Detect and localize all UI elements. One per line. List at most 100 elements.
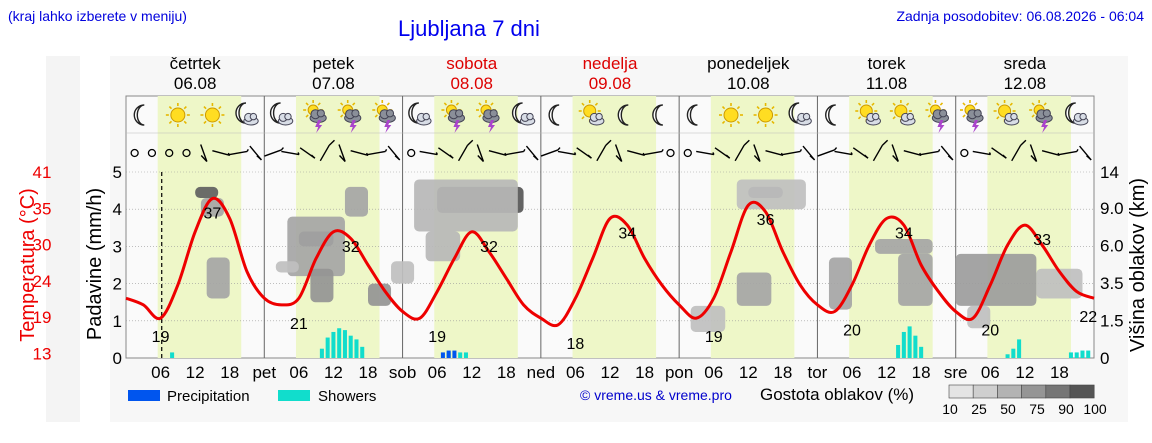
showers-legend-swatch bbox=[278, 390, 310, 401]
wind-barb-icon bbox=[972, 150, 992, 156]
cloud-density-tick: 75 bbox=[1029, 401, 1045, 417]
wind-barb-icon bbox=[350, 149, 369, 157]
day-name: četrtek bbox=[170, 54, 222, 73]
x-hour-label: 18 bbox=[1050, 363, 1069, 382]
wind-barb-icon bbox=[281, 150, 300, 156]
wind-barb-icon bbox=[991, 147, 1007, 159]
day-date: 08.08 bbox=[450, 74, 493, 93]
storm-icon bbox=[960, 100, 984, 133]
wind-barb-icon bbox=[782, 149, 803, 156]
wind-barb-icon bbox=[488, 149, 507, 157]
cloud-moon-icon bbox=[408, 102, 432, 126]
cloud-sun-icon bbox=[993, 100, 1020, 126]
cloud-axis-title: Višina oblakov (km) bbox=[1127, 178, 1149, 352]
x-hour-label: 18 bbox=[773, 363, 792, 382]
x-hour-label: 06 bbox=[566, 363, 585, 382]
temperature-label: 19 bbox=[428, 329, 446, 346]
cloud-blob bbox=[967, 305, 991, 329]
wind-barb-icon bbox=[872, 139, 889, 162]
storm-icon bbox=[925, 100, 950, 133]
storm-icon bbox=[1029, 100, 1053, 133]
temperature-tick-label: 30 bbox=[33, 236, 52, 255]
temperature-label: 33 bbox=[1033, 232, 1051, 249]
storm-icon bbox=[372, 100, 396, 133]
precip-tick-label: 2 bbox=[113, 275, 122, 294]
wind-barb-icon bbox=[338, 144, 346, 162]
wind-barb-icon bbox=[525, 145, 539, 161]
day-name: sobota bbox=[446, 54, 498, 73]
wind-barb-icon bbox=[576, 147, 592, 159]
wind-barb-icon bbox=[714, 147, 731, 159]
x-day-label: sob bbox=[389, 363, 416, 382]
day-date: 12.08 bbox=[1004, 74, 1047, 93]
temperature-label: 20 bbox=[981, 323, 999, 340]
x-hour-label: 12 bbox=[739, 363, 758, 382]
temperature-label: 20 bbox=[843, 323, 861, 340]
wind-barb-icon bbox=[264, 147, 284, 157]
shower-bar bbox=[1068, 352, 1073, 358]
x-hour-label: 18 bbox=[912, 363, 931, 382]
cloud-blob bbox=[275, 261, 299, 273]
wind-barb-icon bbox=[765, 149, 784, 157]
shower-bar bbox=[337, 328, 342, 358]
wind-barb-icon bbox=[940, 145, 954, 161]
wind-barb-icon bbox=[387, 145, 401, 161]
precipitation-bar bbox=[440, 352, 445, 358]
day-name: sreda bbox=[1004, 54, 1047, 73]
day-date: 11.08 bbox=[866, 74, 907, 93]
wind-barb-icon bbox=[891, 144, 899, 162]
shower-bar bbox=[1005, 354, 1010, 358]
cloud-sun-icon bbox=[578, 100, 605, 126]
wind-barb-icon bbox=[540, 147, 561, 157]
wind-barb-icon bbox=[130, 148, 139, 158]
shower-bar bbox=[1080, 350, 1085, 358]
day-date: 06.08 bbox=[174, 74, 217, 93]
temperature-label: 19 bbox=[705, 329, 723, 346]
wind-barb-icon bbox=[834, 150, 853, 156]
wind-barb-icon bbox=[817, 147, 838, 157]
precipitation-legend-label: Precipitation bbox=[167, 388, 250, 405]
cloud-blob bbox=[690, 305, 726, 332]
sun-icon bbox=[165, 103, 190, 127]
wind-barb-icon bbox=[212, 149, 231, 157]
precip-tick-label: 4 bbox=[113, 200, 122, 219]
temperature-label: 34 bbox=[618, 226, 636, 243]
temperature-label: 22 bbox=[1079, 309, 1097, 326]
x-hour-label: 18 bbox=[497, 363, 516, 382]
credit-link[interactable]: © vreme.us & vreme.pro bbox=[580, 387, 732, 403]
cloud-blob bbox=[344, 186, 368, 217]
temperature-label: 21 bbox=[290, 316, 308, 333]
daylight-band bbox=[572, 96, 657, 358]
cloud-moon-icon bbox=[235, 102, 259, 126]
wind-barb-icon bbox=[1011, 139, 1027, 162]
cloud-blob bbox=[1036, 268, 1083, 299]
sun-icon bbox=[200, 103, 225, 127]
location-menu-hint[interactable]: (kraj lahko izberete v meniju) bbox=[8, 8, 187, 24]
cloud-blob bbox=[206, 257, 230, 299]
wind-barb-icon bbox=[1041, 149, 1061, 157]
day-date: 10.08 bbox=[727, 74, 770, 93]
cloud-blob bbox=[414, 179, 518, 232]
temperature-tick-label: 24 bbox=[33, 272, 52, 291]
x-day-label: ned bbox=[527, 363, 555, 382]
shower-bar bbox=[331, 331, 336, 358]
shower-bar bbox=[170, 352, 175, 358]
cloud-density-tick: 90 bbox=[1058, 401, 1074, 417]
cloud-blob bbox=[391, 261, 415, 284]
storm-icon bbox=[441, 100, 466, 133]
precipitation-bar bbox=[446, 350, 451, 358]
shower-bar bbox=[458, 352, 463, 358]
cloud-height-tick-label: 0 bbox=[1100, 349, 1109, 368]
x-day-label: tor bbox=[808, 363, 828, 382]
wind-barb-icon bbox=[249, 145, 262, 161]
temperature-label: 34 bbox=[895, 226, 913, 243]
cloud-density-swatch bbox=[1021, 384, 1047, 399]
wind-barb-icon bbox=[319, 139, 335, 162]
precip-tick-label: 0 bbox=[113, 349, 122, 368]
cloud-blob bbox=[425, 231, 461, 262]
wind-barb-icon bbox=[802, 145, 816, 161]
precip-tick-label: 5 bbox=[113, 163, 122, 182]
cloud-blob bbox=[875, 238, 933, 254]
showers-legend-label: Showers bbox=[318, 388, 376, 405]
x-hour-label: 12 bbox=[1015, 363, 1034, 382]
